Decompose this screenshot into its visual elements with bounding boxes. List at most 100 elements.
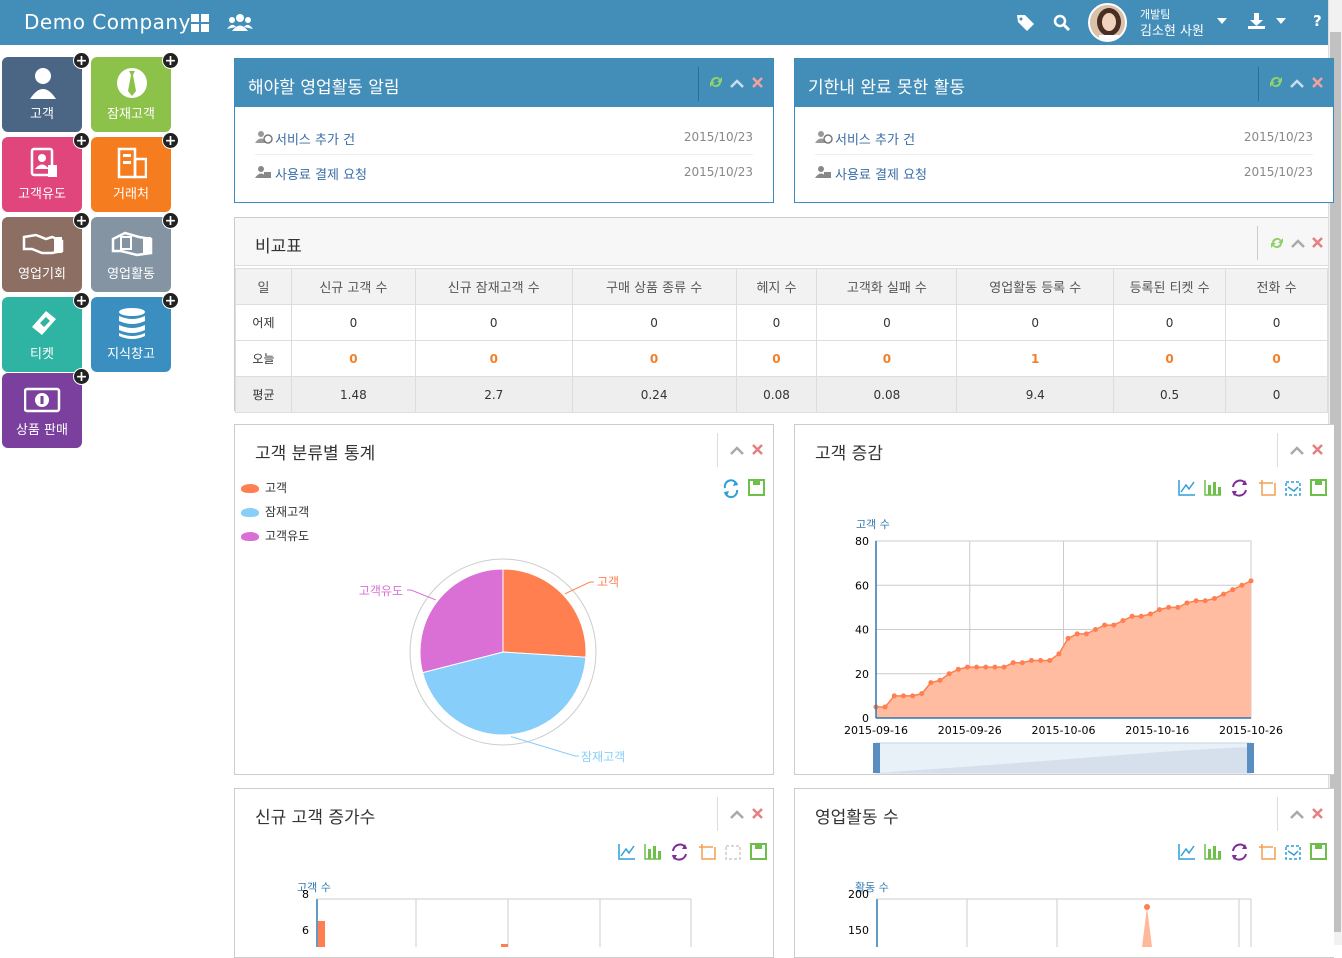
data-point[interactable] [1056, 651, 1062, 657]
legend-item[interactable]: 고객유도 [241, 527, 309, 551]
add-knowledge-button[interactable]: + [162, 292, 179, 309]
data-point[interactable] [1193, 598, 1199, 604]
pie-slice[interactable] [419, 568, 504, 674]
data-point[interactable] [1166, 604, 1172, 610]
notification-item[interactable]: 서비스 추가 건 2015/10/23 [255, 121, 753, 155]
data-point[interactable] [1065, 635, 1071, 641]
add-customer-button[interactable]: + [73, 52, 90, 69]
notification-text[interactable]: 서비스 추가 건 [275, 133, 356, 148]
legend-item[interactable]: 잠재고객 [241, 503, 309, 527]
download-icon[interactable] [1248, 13, 1265, 29]
refresh-icon[interactable] [1270, 236, 1284, 250]
column-header[interactable]: 신규 고객 수 [290, 268, 416, 305]
data-point[interactable] [974, 664, 980, 670]
collapse-icon[interactable] [1290, 79, 1304, 88]
data-point[interactable] [964, 664, 970, 670]
notification-item[interactable]: 서비스 추가 건 2015/10/23 [815, 121, 1313, 155]
brand-title[interactable]: Demo Company [24, 10, 191, 34]
zoom-reset-icon[interactable] [1285, 481, 1301, 496]
data-zoom-icon[interactable] [1259, 480, 1276, 496]
line-chart-icon[interactable] [618, 844, 635, 860]
column-header[interactable]: 신규 잠재고객 수 [414, 268, 573, 305]
close-icon[interactable] [1312, 444, 1323, 455]
data-point[interactable] [1001, 664, 1007, 670]
data-point[interactable] [1147, 611, 1153, 617]
zoom-reset-icon[interactable] [725, 845, 741, 860]
help-icon[interactable]: ? [1313, 12, 1322, 30]
collapse-icon[interactable] [730, 810, 744, 819]
restore-icon[interactable] [1232, 479, 1247, 497]
save-image-icon[interactable] [1310, 479, 1327, 496]
data-point[interactable] [1211, 596, 1217, 602]
data-zoom-icon[interactable] [699, 844, 716, 860]
save-image-icon[interactable] [748, 479, 765, 496]
column-header[interactable]: 구매 상품 종류 수 [571, 268, 737, 305]
refresh-icon[interactable] [709, 75, 723, 89]
notification-text[interactable]: 서비스 추가 건 [835, 133, 916, 148]
column-header[interactable]: 고객화 실패 수 [816, 268, 958, 305]
notification-text[interactable]: 사용료 결제 요청 [835, 168, 927, 183]
data-point[interactable] [1028, 657, 1034, 663]
data-point[interactable] [1221, 591, 1227, 597]
save-image-icon[interactable] [750, 843, 767, 860]
restore-icon[interactable] [672, 843, 687, 861]
data-point[interactable] [992, 664, 998, 670]
close-icon[interactable] [1312, 808, 1323, 819]
data-point[interactable] [946, 671, 952, 677]
data-point[interactable] [1047, 657, 1053, 663]
collapse-icon[interactable] [1290, 446, 1304, 455]
column-header[interactable]: 등록된 티켓 수 [1113, 268, 1227, 305]
zoom-handle-left[interactable] [873, 743, 880, 773]
column-header[interactable]: 전화 수 [1225, 268, 1328, 305]
restore-icon[interactable] [1232, 843, 1247, 861]
close-icon[interactable] [1312, 77, 1323, 88]
users-icon[interactable] [227, 12, 253, 32]
tile-sales[interactable]: 상품 판매 + [2, 368, 90, 448]
data-point[interactable] [919, 691, 925, 697]
tags-icon[interactable] [1016, 13, 1036, 31]
data-point[interactable] [1074, 631, 1080, 637]
close-icon[interactable] [752, 77, 763, 88]
data-point[interactable] [1144, 904, 1150, 910]
data-point[interactable] [1202, 598, 1208, 604]
collapse-icon[interactable] [730, 79, 744, 88]
scrollbar-thumb[interactable] [1330, 32, 1341, 932]
data-point[interactable] [1248, 578, 1254, 584]
tile-ticket[interactable]: 티켓 + [2, 292, 90, 372]
data-point[interactable] [1175, 604, 1181, 610]
line-chart-icon[interactable] [1178, 480, 1195, 496]
add-opportunity-button[interactable]: + [73, 212, 90, 229]
data-point[interactable] [1019, 660, 1025, 666]
bar-chart-icon[interactable] [1204, 480, 1221, 496]
data-point[interactable] [1184, 600, 1190, 606]
tile-activity[interactable]: 영업활동 + [91, 212, 179, 292]
close-icon[interactable] [1312, 237, 1323, 248]
tile-prospect[interactable]: 잠재고객 + [91, 52, 179, 132]
avatar[interactable] [1088, 3, 1127, 42]
column-header[interactable]: 헤지 수 [735, 268, 818, 305]
data-point[interactable] [1111, 622, 1117, 628]
close-icon[interactable] [752, 444, 763, 455]
caret-down-icon[interactable] [1276, 18, 1286, 24]
data-point[interactable] [910, 693, 916, 699]
add-ticket-button[interactable]: + [73, 292, 90, 309]
zoom-handle-right[interactable] [1247, 743, 1254, 773]
data-point[interactable] [1102, 622, 1108, 628]
refresh-icon[interactable] [723, 479, 739, 499]
legend-item[interactable]: 고객 [241, 479, 309, 503]
column-header[interactable]: 영업활동 등록 수 [956, 268, 1115, 305]
data-point[interactable] [900, 693, 906, 699]
add-lead-button[interactable]: + [73, 132, 90, 149]
data-point[interactable] [937, 677, 943, 683]
bar[interactable] [501, 944, 508, 947]
data-point[interactable] [1038, 657, 1044, 663]
dashboard-icon[interactable] [190, 13, 210, 33]
tile-opportunity[interactable]: 영업기회 + [2, 212, 90, 292]
close-icon[interactable] [752, 808, 763, 819]
data-point[interactable] [1093, 627, 1099, 632]
data-point[interactable] [1239, 582, 1245, 588]
pie-slice[interactable] [421, 651, 587, 736]
column-header[interactable]: 일 [235, 268, 292, 305]
collapse-icon[interactable] [1291, 239, 1305, 248]
data-point[interactable] [1083, 631, 1089, 637]
